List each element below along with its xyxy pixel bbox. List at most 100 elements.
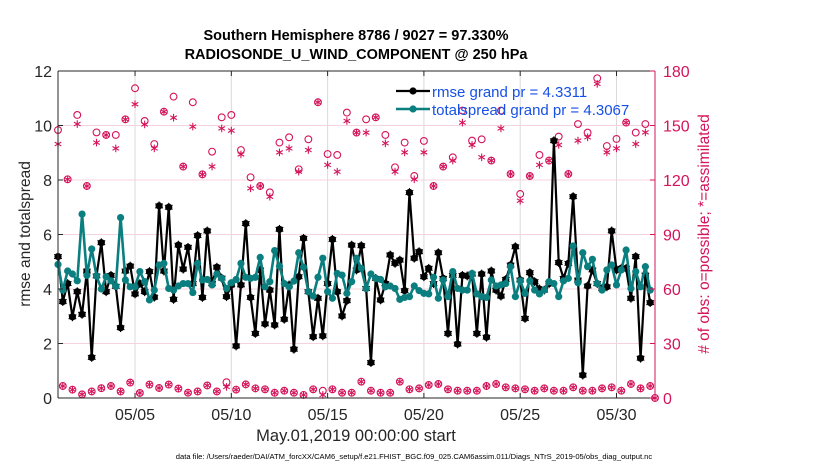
point-star-rmse-stroke [400, 287, 409, 294]
marker-obs-assimilated-stroke [237, 152, 245, 157]
marker-obs-assimilated [372, 113, 380, 122]
marker-obs-assimilated-stroke [261, 386, 269, 392]
marker-obs-assimilated [145, 380, 154, 389]
marker-obs-possible [131, 84, 139, 93]
point-star-rmse [583, 281, 592, 291]
marker-obs-assimilated [155, 384, 163, 392]
point-star-rmse [58, 297, 67, 306]
marker-obs-assimilated-stroke [574, 138, 582, 143]
marker-obs-assimilated [280, 386, 288, 395]
point-star-rmse-stroke [193, 232, 202, 239]
marker-obs-assimilated-stroke [434, 381, 442, 387]
point-totalspread [83, 271, 91, 279]
marker-obs-assimilated-stroke [203, 383, 211, 388]
marker-obs-assimilated-stroke [280, 388, 288, 394]
point-totalspread [150, 286, 158, 294]
marker-obs-assimilated [333, 167, 341, 176]
marker-obs-assimilated [324, 161, 332, 169]
marker-obs-possible [612, 134, 621, 143]
point-star-rmse [487, 266, 496, 276]
marker-obs-assimilated-stroke [271, 390, 279, 396]
point-star-rmse-stroke [487, 268, 496, 274]
marker-obs-assimilated-stroke [68, 387, 77, 393]
marker-obs-assimilated [550, 386, 558, 395]
point-totalspread [319, 254, 327, 262]
marker-obs-assimilated-stroke [487, 158, 495, 163]
marker-obs-assimilated [169, 113, 178, 122]
marker-obs-assimilated-stroke [603, 150, 611, 155]
marker-obs-assimilated-stroke [540, 385, 548, 391]
point-star-rmse [73, 287, 82, 297]
point-star-rmse-stroke [246, 294, 255, 301]
marker-obs-assimilated [632, 140, 640, 148]
point-star-rmse [280, 314, 289, 324]
point-star-rmse [511, 242, 520, 252]
marker-obs-assimilated-stroke [439, 164, 447, 169]
point-star-rmse-stroke [511, 244, 520, 250]
marker-obs-possible [169, 92, 178, 101]
marker-obs-assimilated-stroke [391, 169, 399, 175]
marker-obs-assimilated [83, 182, 91, 190]
point-star-rmse-stroke [232, 343, 241, 349]
point-star-rmse-stroke [646, 299, 655, 306]
point-star-rmse-stroke [222, 293, 231, 300]
marker-obs-assimilated-stroke [362, 130, 370, 135]
point-totalspread [612, 281, 621, 289]
point-star-rmse [424, 263, 433, 273]
marker-obs-possible [246, 173, 255, 182]
marker-obs-assimilated [405, 385, 414, 394]
marker-obs-assimilated-stroke [275, 150, 284, 155]
point-star-rmse [169, 294, 178, 304]
point-totalspread [275, 262, 284, 270]
marker-obs-assimilated [487, 156, 495, 165]
point-star-rmse-stroke [477, 271, 486, 277]
marker-obs-assimilated-stroke [550, 388, 558, 394]
marker-obs-possible [333, 150, 342, 159]
point-star-rmse-stroke [525, 269, 534, 276]
point-star-rmse-stroke [549, 138, 558, 144]
marker-obs-assimilated-stroke [641, 130, 649, 135]
marker-obs-possible [477, 135, 486, 144]
point-totalspread [434, 294, 442, 302]
marker-obs-assimilated [194, 387, 202, 396]
marker-obs-assimilated [141, 120, 149, 129]
point-star-rmse-stroke [130, 291, 140, 297]
point-star-rmse-stroke [212, 264, 221, 270]
marker-obs-assimilated [68, 385, 77, 394]
point-star-rmse-stroke [554, 259, 563, 266]
point-star-rmse-stroke [434, 250, 443, 256]
marker-obs-assimilated-stroke [131, 101, 139, 107]
point-star-rmse [212, 262, 221, 272]
legend: rmse grand pr = 4.3311 totalspread grand… [396, 84, 629, 119]
point-totalspread [608, 261, 616, 269]
marker-obs-assimilated-stroke [242, 381, 250, 387]
y-tick-label-left: 2 [43, 337, 52, 354]
point-star-rmse-stroke [419, 274, 428, 280]
point-star-rmse [400, 286, 409, 296]
point-star-rmse-stroke [395, 257, 404, 263]
marker-obs-assimilated [593, 80, 601, 88]
point-star-rmse-stroke [164, 204, 173, 210]
chart-title: Southern Hemisphere 8786 / 9027 = 97.330… [203, 28, 508, 44]
marker-obs-assimilated [410, 175, 418, 184]
point-star-rmse [342, 296, 351, 306]
point-star-rmse-stroke [68, 314, 77, 320]
marker-obs-assimilated-stroke [126, 380, 134, 385]
point-totalspread [208, 281, 216, 289]
marker-obs-assimilated [285, 144, 293, 153]
marker-obs-assimilated-stroke [227, 128, 235, 133]
marker-obs-assimilated [598, 384, 606, 393]
marker-obs-possible [381, 130, 390, 139]
marker-obs-assimilated [271, 388, 279, 397]
marker-obs-assimilated-stroke [482, 383, 491, 389]
point-totalspread [583, 263, 592, 271]
point-star-rmse [607, 226, 616, 236]
marker-obs-assimilated [208, 162, 216, 171]
marker-obs-assimilated-stroke [266, 194, 274, 200]
point-totalspread [502, 279, 510, 288]
legend-label-rmse: rmse grand pr = 4.3311 [432, 84, 587, 101]
marker-obs-assimilated [420, 148, 428, 157]
marker-obs-assimilated [266, 192, 274, 201]
marker-obs-assimilated [588, 386, 596, 395]
